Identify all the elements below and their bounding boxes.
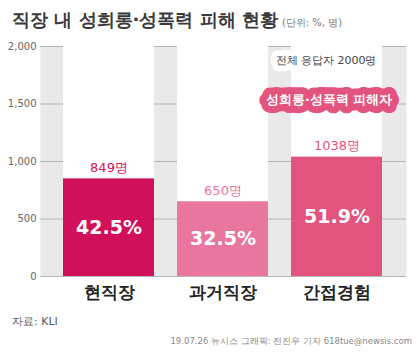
html-text:직장 내 성희롱·성폭력 피해 현황 (단위: %, 명): 직장 내 성희롱·성폭력 피해 현황 (단위: %, 명) xyxy=(12,9,343,30)
html-text:자료: KLI: 자료: KLI xyxy=(12,315,58,328)
svg-text:849명: 849명 xyxy=(90,160,128,175)
svg-text:전체 응답자 2000명: 전체 응답자 2000명 xyxy=(276,54,377,67)
svg-text:과거직장: 과거직장 xyxy=(189,282,257,302)
html-text:19.07.26 뉴시스 그래픽: 전진우 기자 618tu: 19.07.26 뉴시스 그래픽: 전진우 기자 618tue@newsis.c… xyxy=(170,336,412,346)
svg-text:2,000: 2,000 xyxy=(8,41,37,52)
svg-text:32.5%: 32.5% xyxy=(190,227,256,249)
svg-text:1,500: 1,500 xyxy=(8,98,37,109)
svg-text:500: 500 xyxy=(17,213,36,224)
svg-text:650명: 650명 xyxy=(204,183,242,198)
svg-text:성희롱·성폭력 피해자: 성희롱·성폭력 피해자 xyxy=(266,92,392,107)
svg-text:1038명: 1038명 xyxy=(314,138,360,153)
svg-text:51.9%: 51.9% xyxy=(304,205,370,227)
svg-text:0: 0 xyxy=(30,271,36,282)
svg-text:간접경험: 간접경험 xyxy=(303,282,371,302)
svg-text:현직장: 현직장 xyxy=(84,282,135,302)
svg-text:42.5%: 42.5% xyxy=(76,216,142,238)
svg-text:1,000: 1,000 xyxy=(8,156,37,167)
